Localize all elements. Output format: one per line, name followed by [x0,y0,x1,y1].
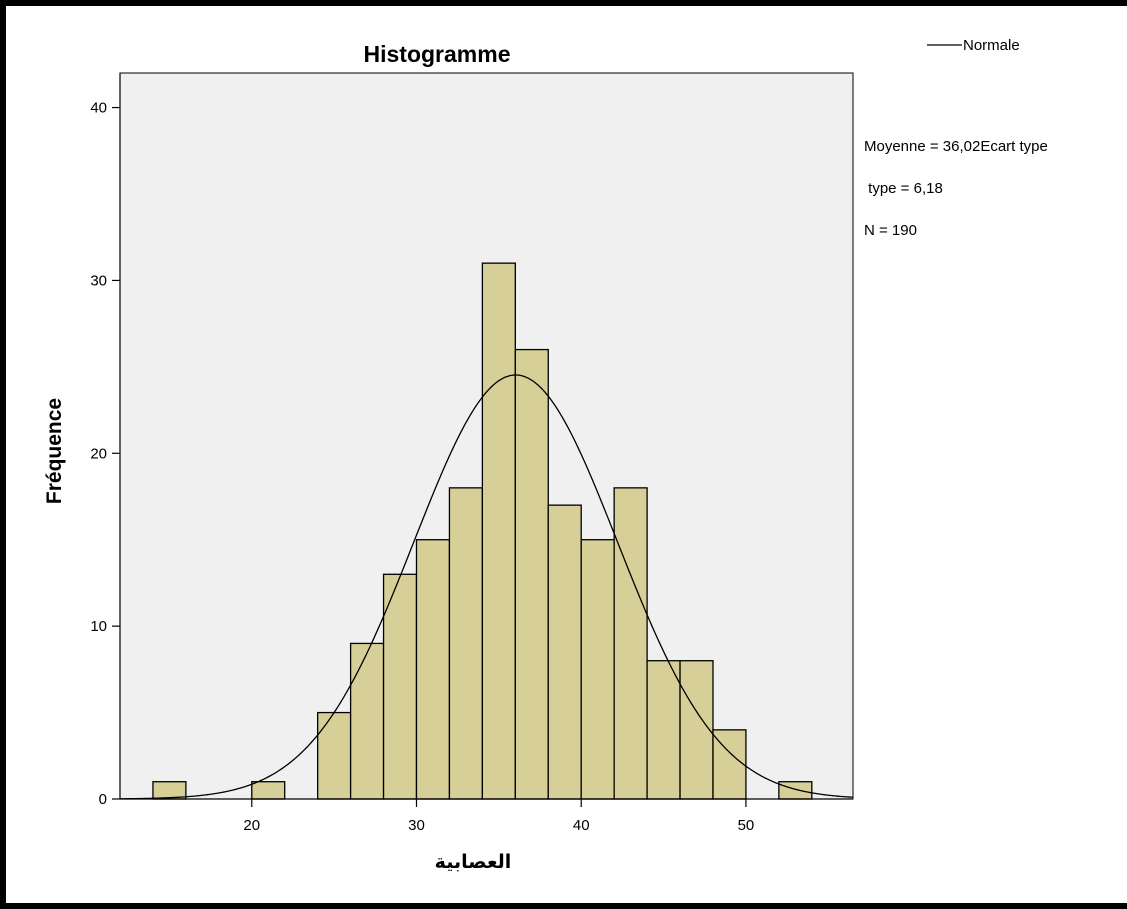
histogram-bar [448,487,484,800]
stats-n-line: N = 190 [864,222,917,239]
legend-label: Normale [963,37,1020,54]
chart-title: Histogramme [364,41,511,67]
y-tick-label: 0 [99,791,107,808]
legend: Normale [927,37,1020,54]
histogram-bar [613,487,648,800]
y-axis-label: Fréquence [43,398,66,504]
x-tick-label: 20 [243,817,260,834]
x-tick-label: 40 [573,817,590,834]
y-tick-label: 40 [90,100,107,117]
x-tick-label: 30 [408,817,425,834]
stats-mean-line: Moyenne = 36,02Ecart type [864,138,1048,155]
stats-sd-line: type = 6,18 [864,180,943,197]
y-tick-label: 10 [90,618,107,635]
histogram-bar [382,573,418,800]
histogram-bar [778,781,813,800]
histogram-bar [646,660,681,800]
y-tick-label: 20 [90,445,107,462]
histogram-bar [152,781,187,800]
histogram-bar [679,660,714,800]
histogram-bar [349,642,385,800]
x-tick-label: 50 [738,817,755,834]
x-axis-label: العصابية [435,851,512,873]
histogram-bar [251,781,286,800]
histogram-bar [547,504,582,800]
histogram-bar [580,539,615,800]
axes: 0 10 20 30 40 20 30 40 50 [90,73,853,834]
histogram-bar [481,262,516,800]
normal-curve [119,374,854,800]
y-tick-label: 30 [90,272,107,289]
histogram-bar [415,539,451,800]
histogram-bar [317,711,352,800]
histogram-bar [514,348,549,800]
summary-stats: Moyenne = 36,02Ecart type type = 6,18 N … [864,112,1048,252]
